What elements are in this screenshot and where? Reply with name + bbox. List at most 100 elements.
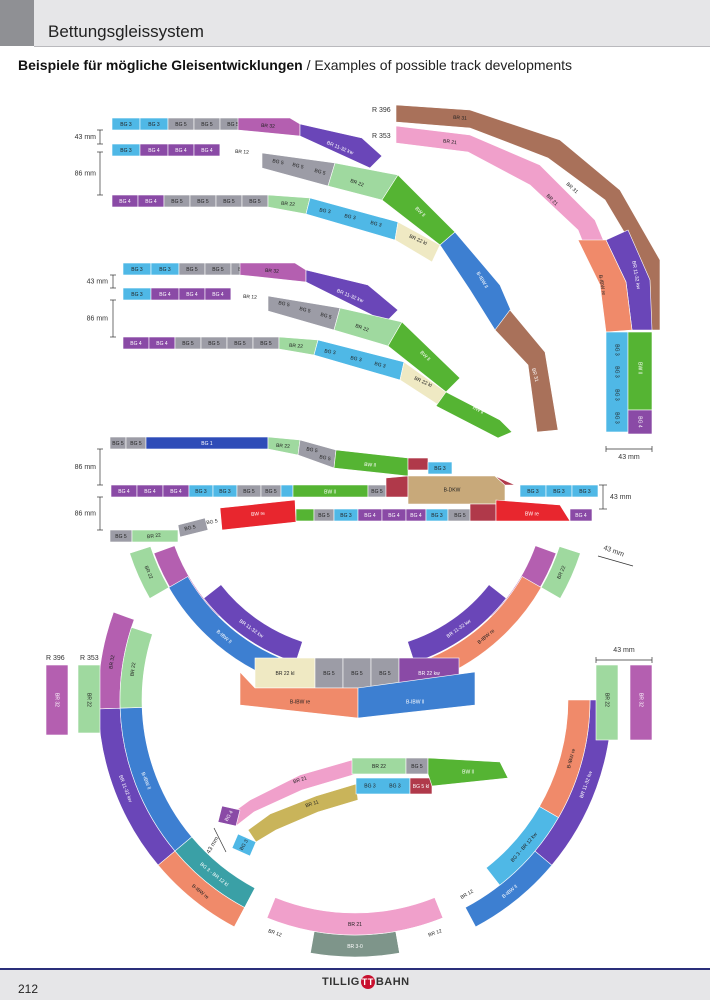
track-label: BG 5 kl <box>413 784 429 790</box>
brand-right: BAHN <box>375 975 410 988</box>
track-label: BR 12 <box>243 294 257 301</box>
track-label: BR 22 <box>281 201 296 208</box>
dimension-label: 86 mm <box>75 464 97 471</box>
track-label: BG 3 <box>614 366 620 378</box>
track-label: BG 5 <box>208 341 220 347</box>
track-label: BG 3 <box>120 122 132 128</box>
track-label: BG 1 <box>201 441 213 447</box>
track-label: BR 22 <box>289 343 304 350</box>
track-piece <box>219 143 269 169</box>
radius-label: R 353 <box>80 655 99 662</box>
track-label: BR 22 <box>86 693 92 707</box>
track-label: BG 3 <box>614 389 620 401</box>
track-label: BG 4 <box>119 199 131 205</box>
subtitle-english: Examples of possible track developments <box>314 57 572 73</box>
track-piece <box>469 503 497 522</box>
track-label: BG 4 <box>118 489 130 495</box>
footer-bar <box>0 968 710 1000</box>
track-label: BG 3 <box>434 466 446 472</box>
track-label: BG 5 <box>351 671 363 677</box>
track-label: BG 3 <box>324 348 336 356</box>
radius-label: R 353 <box>372 133 391 140</box>
track-label: BG 4 <box>224 810 235 823</box>
dimension-label: 86 mm <box>75 171 97 178</box>
track-label: BG 5 <box>115 534 127 540</box>
dimension-annotations: 43 mm 86 mm R 396 R 353 43 mm 43 mm 86 mm 86 mm… <box>46 107 653 855</box>
track-label: BG 3 <box>553 489 565 495</box>
track-label: BG 4 <box>170 489 182 495</box>
track-label: BG 4 <box>637 416 643 428</box>
track-piece <box>595 664 619 741</box>
track-label: BG 4 <box>159 292 171 298</box>
track-label: BR 32 <box>265 268 279 275</box>
dimension-label: 43 mm <box>613 647 635 654</box>
track-label: BR 22 <box>604 693 610 707</box>
track-label: BW ll <box>364 462 376 469</box>
track-label: BW re <box>251 511 266 518</box>
track-label: BR 22 <box>276 443 290 450</box>
track-label: BG 4 <box>201 148 213 154</box>
track-label: BR 22 <box>130 662 138 677</box>
track-label: BG 5 <box>175 122 187 128</box>
track-piece <box>231 833 257 857</box>
track-label: BG 5 <box>272 158 285 166</box>
track-piece <box>571 484 599 498</box>
track-piece <box>203 584 303 663</box>
track-label: BG 3 <box>579 489 591 495</box>
track-label: BR 32 <box>54 693 60 707</box>
track-label: BG 5 <box>314 168 327 177</box>
track-piece <box>119 707 193 852</box>
track-label: BG 5 <box>306 446 318 454</box>
track-label: BG 3 <box>340 513 352 519</box>
page-title: Bettungsgleissystem <box>48 22 204 41</box>
footer-rule <box>0 968 710 970</box>
track-label: BG 4 <box>410 513 422 519</box>
track-label: BW ll <box>471 405 484 416</box>
header-bar <box>0 0 710 46</box>
track-label: BG 5 <box>212 267 224 273</box>
track-label: BR 31 <box>530 368 539 383</box>
track-piece <box>427 461 453 475</box>
track-piece <box>539 699 591 818</box>
track-label: BG 4 <box>212 292 224 298</box>
track-label: BR 21 <box>443 138 458 146</box>
track-piece <box>305 269 399 323</box>
track-label: BG 5 <box>197 199 209 205</box>
track-label: BW ll <box>324 489 336 495</box>
track-label: B-IBW re <box>566 748 577 769</box>
track-label: BR 22 <box>349 178 364 188</box>
track-label: BG 5 <box>243 489 255 495</box>
track-label: BG 5 <box>223 199 235 205</box>
track-piece <box>427 757 509 787</box>
track-label: BG 3 <box>195 489 207 495</box>
track-piece <box>219 499 297 531</box>
track-piece <box>280 484 294 498</box>
track-label: BR 11-32 kw <box>630 261 641 290</box>
track-label: B-IBW re <box>290 699 310 705</box>
track-label: BG 5 <box>379 671 391 677</box>
track-piece <box>254 657 316 689</box>
track-label: BG 5 <box>184 524 197 532</box>
track-label: BG 3 <box>374 361 387 370</box>
track-label: BR 21 <box>348 922 362 928</box>
track-label: BG 3 <box>389 783 401 789</box>
track-label: BG 5 <box>411 764 423 770</box>
track-label: BG 3 <box>370 220 383 229</box>
page-subtitle: Beispiele für mögliche Gleisentwicklunge… <box>18 57 572 73</box>
track-label: BG 4 <box>144 489 156 495</box>
track-label: BG 3 <box>364 783 376 789</box>
track-label: BG 5 <box>234 341 246 347</box>
header-accent-block <box>0 0 34 46</box>
brand-logo: TILLIG TT BAHN <box>322 975 410 989</box>
track-piece <box>494 309 559 433</box>
track-piece <box>174 836 256 908</box>
track-piece <box>407 475 506 505</box>
track-label: BR 3-0 <box>347 944 363 950</box>
track-piece <box>627 409 653 435</box>
track-label: BW re <box>525 511 539 517</box>
track-label: BG 5 <box>260 341 272 347</box>
track-label: BG 5 <box>371 489 383 495</box>
dimension-label: 43 mm <box>75 134 97 141</box>
track-piece <box>385 475 409 498</box>
